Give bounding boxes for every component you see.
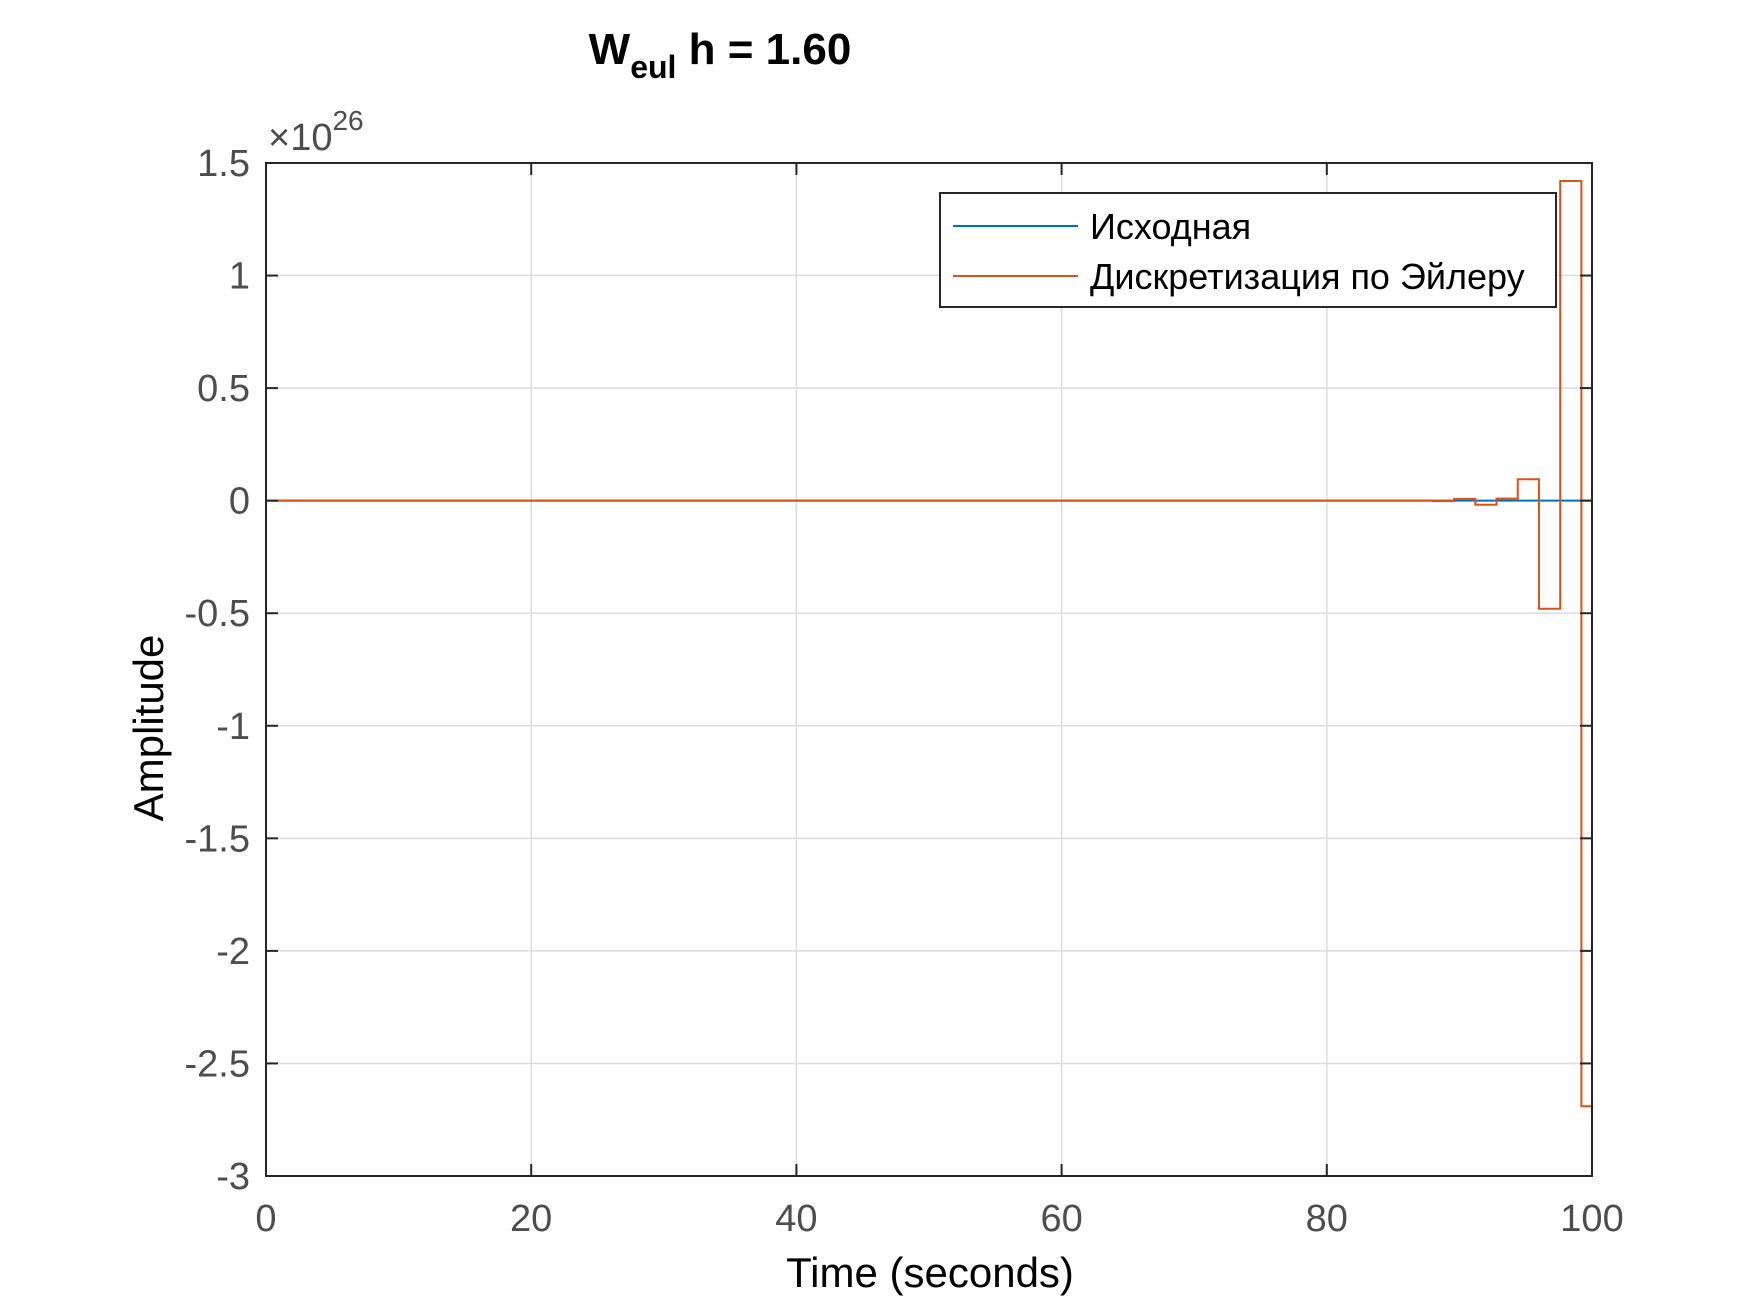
y-tick-label: -1.5	[185, 818, 250, 860]
y-tick-label: -3	[216, 1156, 250, 1198]
x-axis-label: Time (seconds)	[786, 1249, 1074, 1296]
y-tick-label: -0.5	[185, 593, 250, 635]
legend-label-original: Исходная	[1090, 206, 1251, 247]
chart-title: Weul h = 1.60	[589, 25, 852, 85]
y-tick-label: -1	[216, 706, 250, 748]
x-tick-label: 100	[1560, 1198, 1623, 1240]
y-tick-label: -2	[216, 931, 250, 973]
x-tick-label: 40	[775, 1198, 817, 1240]
legend: Исходная Дискретизация по Эйлеру	[939, 192, 1557, 308]
legend-label-euler: Дискретизация по Эйлеру	[1090, 256, 1525, 297]
plot-series	[266, 180, 1592, 1108]
y-tick-label: -2.5	[185, 1043, 250, 1085]
y-tick-label: 0	[229, 481, 250, 523]
y-exponent-label: ×1026	[268, 105, 364, 159]
x-tick-label: 20	[510, 1198, 552, 1240]
y-axis-label: Amplitude	[125, 635, 172, 822]
x-tick-label: 80	[1306, 1198, 1348, 1240]
x-tick-label: 0	[255, 1198, 276, 1240]
series-line-1	[266, 180, 1592, 1108]
y-tick-label: 1	[229, 256, 250, 298]
x-tick-label: 60	[1040, 1198, 1082, 1240]
y-tick-label: 0.5	[197, 368, 250, 410]
ticks: 0 20 40 60 80 100 1.5 1 0.5 0 -0.5 -1 -1.5 -2 -2.5 -3	[185, 143, 1624, 1240]
legend-box	[939, 192, 1557, 308]
grid	[265, 162, 1593, 1177]
axes-box	[265, 162, 1593, 1177]
y-tick-label: 1.5	[197, 143, 250, 185]
